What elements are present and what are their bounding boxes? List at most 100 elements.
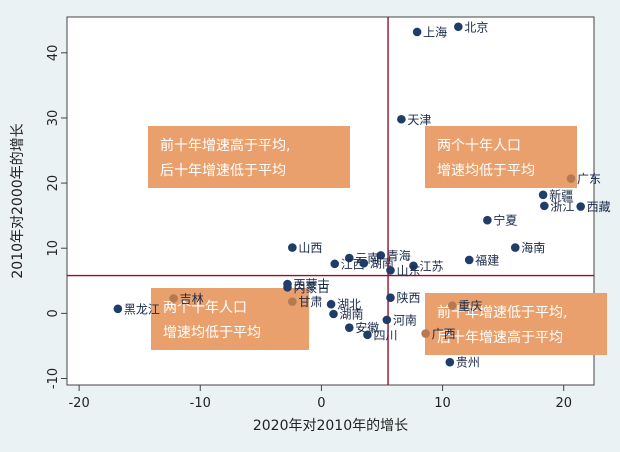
annotation-text: 增速均低于平均 (163, 325, 261, 341)
point-label: 江苏 (419, 259, 443, 273)
y-tick-label: 20 (46, 175, 61, 192)
scatter-point (363, 330, 372, 340)
scatter-point (510, 243, 520, 252)
x-tick-label: 0 (317, 396, 325, 411)
point-label: 河南 (393, 312, 417, 327)
point-label: 海南 (521, 240, 545, 255)
x-tick-label: -10 (190, 396, 211, 411)
point-重庆: 重庆 (447, 299, 482, 313)
scatter-point (386, 293, 395, 303)
point-湖北: 湖北 (326, 297, 361, 312)
annotation-boxes: 前十年增速高于平均,后十年增速低于平均两个十年人口增速均低于平均两个十年人口增速… (148, 126, 607, 355)
point-label: 天津 (407, 113, 431, 127)
y-tick-label: -10 (46, 368, 61, 389)
scatter-point (344, 323, 354, 332)
point-河南: 河南 (382, 312, 417, 327)
scatter-point (464, 255, 474, 265)
annotation-box (425, 126, 577, 188)
y-tick-label: 0 (46, 309, 61, 317)
point-label: 山西 (298, 241, 322, 255)
point-label: 湖南 (370, 256, 394, 271)
annotation-box (148, 126, 350, 188)
point-label: 广西 (432, 327, 456, 341)
scatter-point (538, 190, 548, 200)
point-新疆: 新疆 (538, 187, 573, 202)
scatter-point (483, 215, 492, 225)
scatter-point (330, 259, 340, 269)
annotation-text: 两个十年人口 (163, 300, 247, 316)
point-label: 甘肃 (298, 295, 322, 309)
y-tick-label: 40 (46, 45, 61, 62)
scatter-point (421, 329, 430, 338)
x-tick-label: 10 (434, 396, 451, 411)
point-label: 山东 (396, 264, 420, 278)
point-label: 广东 (577, 172, 601, 186)
point-label: 黑龙江 (124, 302, 160, 316)
point-label: 湖北 (337, 297, 361, 312)
point-label: 吉林 (180, 292, 204, 306)
x-tick-label: 20 (555, 396, 572, 411)
scatter-point (386, 266, 395, 275)
point-山东: 山东 (386, 264, 420, 278)
scatter-point (359, 258, 369, 268)
scatter-point (283, 283, 292, 292)
scatter-point (566, 174, 576, 183)
point-内蒙古: 内蒙古 (283, 280, 330, 295)
point-label: 青海 (387, 248, 411, 263)
y-tick-label: 30 (46, 110, 61, 127)
scatter-point (412, 27, 422, 37)
annotation-text: 后十年增速低于平均 (160, 163, 286, 179)
point-贵州: 贵州 (445, 356, 480, 370)
point-广东: 广东 (566, 172, 601, 186)
point-天津: 天津 (397, 113, 431, 127)
point-陕西: 陕西 (386, 290, 420, 305)
scatter-point (113, 304, 123, 314)
point-黑龙江: 黑龙江 (113, 302, 160, 316)
annotation-text: 前十年增速低于平均, (437, 304, 567, 321)
point-湖南: 湖南 (359, 256, 394, 271)
axis-ticks: -20 -10 0 10 20 -10 0 10 20 30 40 (46, 45, 572, 411)
x-axis-title: 2020年对2010年的增长 (253, 418, 408, 434)
point-上海: 上海 (412, 24, 447, 39)
annotation-text: 前十年增速高于平均, (160, 137, 290, 154)
y-tick-label: 10 (46, 240, 61, 257)
scatter-point (326, 299, 336, 309)
point-label: 北京 (464, 20, 488, 34)
point-label: 上海 (423, 24, 447, 39)
point-label: 四川 (373, 328, 397, 342)
point-福建: 福建 (464, 252, 499, 267)
scatter-point (540, 201, 549, 211)
scatter-point (288, 297, 297, 306)
annotation-text: 增速均低于平均 (437, 163, 535, 179)
annotation-lower-right: 前十年增速低于平均, 后十年增速高于平均 (425, 293, 607, 355)
point-label: 宁夏 (493, 213, 517, 228)
point-西藏: 西藏 (576, 200, 611, 214)
point-山西: 山西 (288, 241, 322, 255)
point-甘肃: 甘肃 (288, 295, 322, 309)
annotation-upper-left: 前十年增速高于平均, 后十年增速低于平均 (148, 126, 350, 188)
point-青海: 青海 (376, 248, 411, 263)
point-label: 安徽 (355, 320, 379, 335)
point-江苏: 江苏 (409, 259, 444, 273)
point-label: 重庆 (458, 299, 482, 313)
point-label: 西藏 (587, 200, 611, 214)
point-label: 陕西 (396, 290, 420, 305)
point-label: 内蒙古 (293, 280, 329, 295)
point-四川: 四川 (363, 328, 397, 342)
point-江西: 江西 (330, 257, 365, 271)
scatter-point (576, 202, 585, 211)
y-axis-title: 2010年对2000年的增长 (10, 123, 26, 278)
point-海南: 海南 (510, 240, 545, 255)
scatter-point (288, 243, 297, 252)
point-宁夏: 宁夏 (483, 213, 517, 228)
scatter-point (454, 22, 463, 32)
point-浙江: 浙江 (540, 199, 574, 213)
point-安徽: 安徽 (344, 320, 379, 335)
annotation-text: 后十年增速高于平均 (437, 329, 563, 346)
scatter-point (169, 294, 178, 303)
point-广西: 广西 (421, 327, 456, 341)
point-湖南: 湖南 (329, 307, 364, 322)
scatter-point (445, 357, 455, 367)
